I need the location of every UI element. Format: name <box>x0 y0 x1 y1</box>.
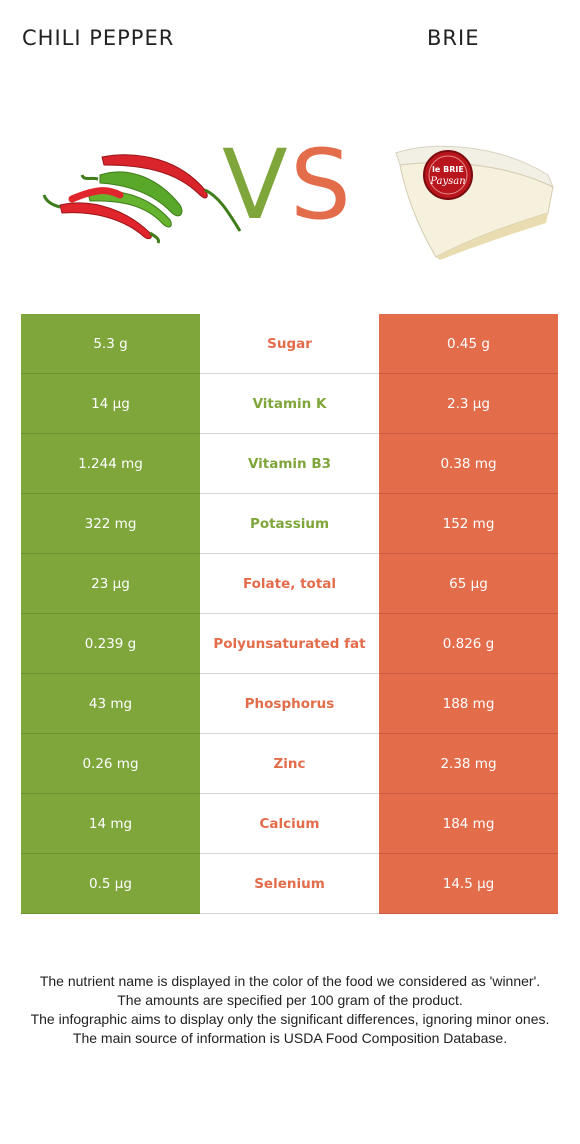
comparison-hero: V S le BRIE Paysan <box>0 125 580 265</box>
right-food-value: 0.45 g <box>379 314 558 374</box>
left-food-value: 322 mg <box>21 494 200 554</box>
table-row: 43 mg Phosphorus 188 mg <box>21 674 558 734</box>
nutrient-name: Vitamin K <box>200 374 379 433</box>
nutrient-name: Folate, total <box>200 554 379 613</box>
table-row: 0.5 µg Selenium 14.5 µg <box>21 854 558 914</box>
nutrient-name: Sugar <box>200 314 379 373</box>
footer-line-4: The main source of information is USDA F… <box>72 1030 508 1046</box>
right-food-value: 0.826 g <box>379 614 558 674</box>
table-row: 5.3 g Sugar 0.45 g <box>21 314 558 374</box>
table-row: 14 µg Vitamin K 2.3 µg <box>21 374 558 434</box>
vs-letter-s: S <box>290 129 351 241</box>
right-food-value: 2.3 µg <box>379 374 558 434</box>
left-food-value: 43 mg <box>21 674 200 734</box>
right-food-value: 65 µg <box>379 554 558 614</box>
right-food-value: 184 mg <box>379 794 558 854</box>
vs-letter-v: V <box>222 129 288 241</box>
left-food-value: 23 µg <box>21 554 200 614</box>
footer-line-1: The nutrient name is displayed in the co… <box>39 973 541 989</box>
right-food-value: 14.5 µg <box>379 854 558 914</box>
footer-line-2: The amounts are specified per 100 gram o… <box>117 992 463 1008</box>
table-row: 0.239 g Polyunsaturated fat 0.826 g <box>21 614 558 674</box>
nutrient-name: Zinc <box>200 734 379 793</box>
nutrient-comparison-table: 5.3 g Sugar 0.45 g 14 µg Vitamin K 2.3 µg 1.24… <box>21 314 558 914</box>
right-food-value: 2.38 mg <box>379 734 558 794</box>
nutrient-name: Vitamin B3 <box>200 434 379 493</box>
nutrient-name: Selenium <box>200 854 379 913</box>
brie-label-line1: le BRIE <box>432 165 464 174</box>
table-row: 14 mg Calcium 184 mg <box>21 794 558 854</box>
brie-cheese-image: le BRIE Paysan <box>395 145 554 260</box>
nutrient-name: Calcium <box>200 794 379 853</box>
right-food-value: 152 mg <box>379 494 558 554</box>
table-row: 1.244 mg Vitamin B3 0.38 mg <box>21 434 558 494</box>
nutrient-name: Phosphorus <box>200 674 379 733</box>
left-food-value: 14 mg <box>21 794 200 854</box>
right-food-title: BRIE <box>427 26 480 50</box>
left-food-value: 5.3 g <box>21 314 200 374</box>
nutrient-name: Polyunsaturated fat <box>200 614 379 673</box>
footer-notes: The nutrient name is displayed in the co… <box>18 972 562 1048</box>
left-food-title: CHILI PEPPER <box>22 26 175 50</box>
left-food-value: 1.244 mg <box>21 434 200 494</box>
nutrient-name: Potassium <box>200 494 379 553</box>
brie-label-line2: Paysan <box>429 176 465 187</box>
table-row: 322 mg Potassium 152 mg <box>21 494 558 554</box>
table-row: 0.26 mg Zinc 2.38 mg <box>21 734 558 794</box>
left-food-value: 0.239 g <box>21 614 200 674</box>
left-food-value: 14 µg <box>21 374 200 434</box>
left-food-value: 0.26 mg <box>21 734 200 794</box>
right-food-value: 188 mg <box>379 674 558 734</box>
footer-line-3: The infographic aims to display only the… <box>30 1011 550 1027</box>
left-food-value: 0.5 µg <box>21 854 200 914</box>
right-food-value: 0.38 mg <box>379 434 558 494</box>
chili-pepper-image <box>42 154 242 244</box>
table-row: 23 µg Folate, total 65 µg <box>21 554 558 614</box>
